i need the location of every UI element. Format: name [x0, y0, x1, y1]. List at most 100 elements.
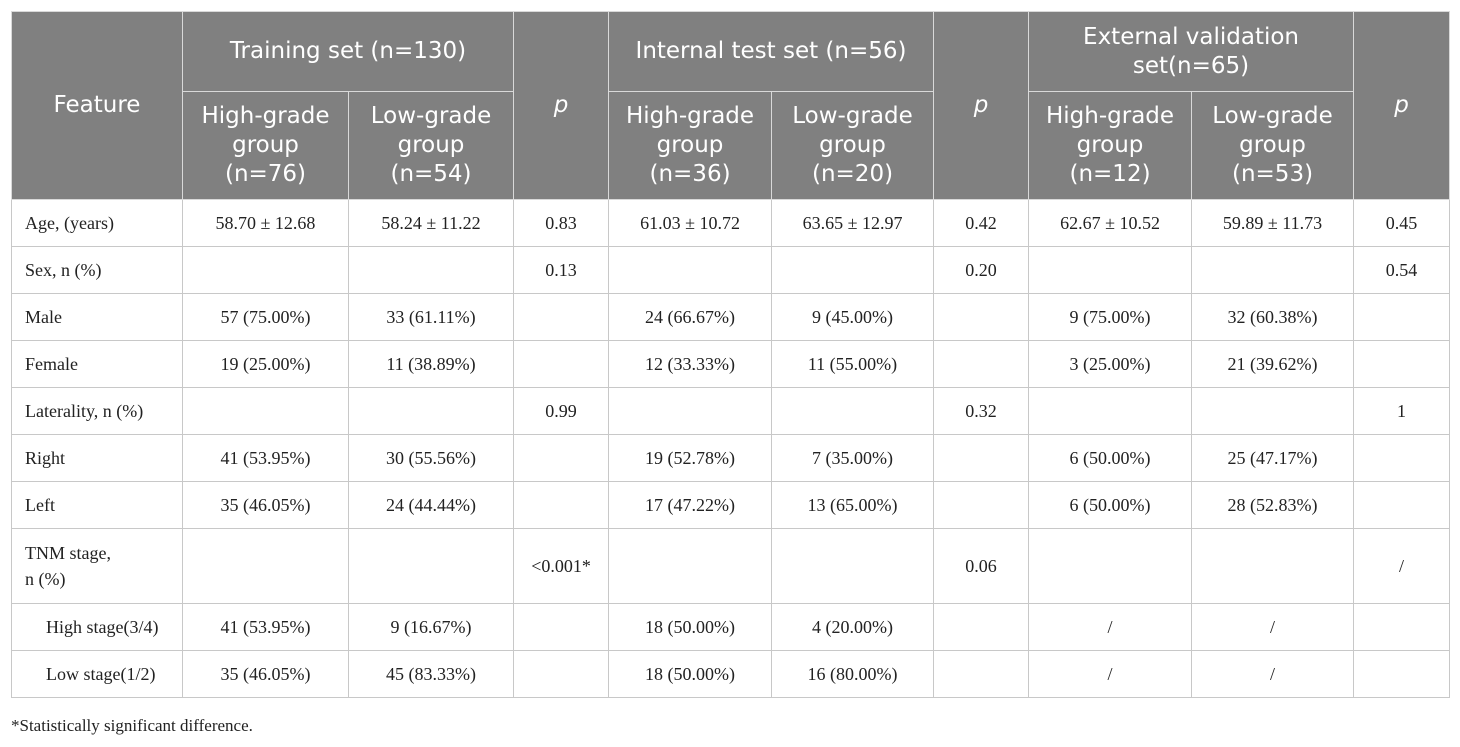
header-low-line: (n=54) — [390, 161, 472, 187]
header-p-external: p — [1353, 11, 1451, 200]
data-cell: 61.03 ± 10.72 — [608, 199, 773, 247]
header-high-line: High-grade — [625, 103, 755, 129]
header-low-line: group — [1239, 132, 1306, 158]
header-high-line: High-grade — [1045, 103, 1175, 129]
feature-cell: High stage(3/4) — [11, 603, 183, 651]
data-cell: 16 (80.00%) — [771, 650, 935, 698]
header-external-low-grade-group: Low-grade group (n=53) — [1191, 91, 1355, 200]
data-cell: 45 (83.33%) — [347, 650, 515, 698]
data-cell: 28 (52.83%) — [1191, 481, 1355, 529]
table-row: Age, (years) 58.70 ± 12.68 58.24 ± 11.22 0.… — [11, 199, 1451, 247]
data-cell: 18 (50.00%) — [608, 650, 773, 698]
data-cell — [513, 603, 610, 651]
data-cell: 24 (44.44%) — [347, 481, 515, 529]
header-external-line-1: External validation — [1083, 23, 1300, 50]
header-high-line: (n=76) — [224, 161, 307, 187]
feature-line: TNM stage, — [25, 543, 111, 563]
data-cell: 25 (47.17%) — [1191, 434, 1355, 482]
header-low-line: (n=20) — [811, 161, 894, 187]
data-cell: / — [1353, 528, 1451, 604]
data-cell — [933, 340, 1030, 388]
header-external-line-2: set(n=65) — [1132, 52, 1250, 79]
data-cell: 0.32 — [933, 387, 1030, 435]
data-cell: 0.45 — [1353, 199, 1451, 247]
data-cell: / — [1028, 603, 1193, 651]
table-row: Right 41 (53.95%) 30 (55.56%) 19 (52.78%) 7 … — [11, 434, 1451, 482]
data-cell: 0.20 — [933, 246, 1030, 294]
header-p-internal: p — [933, 11, 1030, 200]
data-cell: 11 (38.89%) — [347, 340, 515, 388]
data-cell: 7 (35.00%) — [771, 434, 935, 482]
feature-cell: Right — [11, 434, 183, 482]
data-cell: 33 (61.11%) — [347, 293, 515, 341]
data-cell: 3 (25.00%) — [1028, 340, 1193, 388]
header-high-line: group — [1076, 132, 1144, 158]
header-internal-high-grade-group: High-grade group (n=36) — [608, 91, 773, 200]
data-cell — [608, 246, 773, 294]
table-row: High stage(3/4) 41 (53.95%) 9 (16.67%) 18 (… — [11, 603, 1451, 651]
header-training-high-grade-group: High-grade group (n=76) — [182, 91, 349, 200]
data-cell: 0.06 — [933, 528, 1030, 604]
data-cell — [1353, 650, 1451, 698]
data-cell — [513, 340, 610, 388]
data-cell: 57 (75.00%) — [182, 293, 349, 341]
header-training-low-grade-group: Low-grade group (n=54) — [347, 91, 515, 200]
header-high-line: (n=36) — [649, 161, 731, 187]
data-cell: 58.70 ± 12.68 — [182, 199, 349, 247]
header-low-line: Low-grade — [370, 103, 492, 129]
feature-cell: Male — [11, 293, 183, 341]
table-header: Feature Training set (n=130) p Internal … — [11, 11, 1451, 200]
header-low-line: group — [819, 132, 886, 158]
table-body: Age, (years) 58.70 ± 12.68 58.24 ± 11.22 0.… — [11, 199, 1451, 698]
data-cell: 4 (20.00%) — [771, 603, 935, 651]
data-cell: 6 (50.00%) — [1028, 434, 1193, 482]
data-cell — [347, 528, 515, 604]
data-cell — [347, 246, 515, 294]
data-cell — [1353, 603, 1451, 651]
data-cell — [1028, 246, 1193, 294]
table-row: Male 57 (75.00%) 33 (61.11%) 24 (66.67%) 9 (… — [11, 293, 1451, 341]
data-cell: 63.65 ± 12.97 — [771, 199, 935, 247]
subheader-row: High-grade group (n=76) Low-grade group (n=54… — [12, 91, 1450, 200]
header-low-line: group — [397, 132, 465, 158]
data-cell: 0.99 — [513, 387, 610, 435]
data-cell — [608, 387, 773, 435]
feature-cell: TNM stage, n (%) — [11, 528, 183, 604]
feature-cell: Sex, n (%) — [11, 246, 183, 294]
header-low-line: Low-grade — [1212, 103, 1333, 129]
data-cell: 6 (50.00%) — [1028, 481, 1193, 529]
data-cell — [771, 387, 935, 435]
table-row: Left 35 (46.05%) 24 (44.44%) 17 (47.22%) 13 … — [11, 481, 1451, 529]
footnote: *Statistically significant difference. — [11, 716, 253, 735]
data-cell — [771, 528, 935, 604]
data-cell: / — [1191, 650, 1355, 698]
data-cell: 17 (47.22%) — [608, 481, 773, 529]
feature-cell: Left — [11, 481, 183, 529]
feature-cell: Female — [11, 340, 183, 388]
data-cell: 9 (45.00%) — [771, 293, 935, 341]
data-cell — [1353, 481, 1451, 529]
data-cell: 19 (52.78%) — [608, 434, 773, 482]
data-cell — [933, 650, 1030, 698]
data-cell — [347, 387, 515, 435]
data-cell — [513, 434, 610, 482]
table-row: TNM stage, n (%) <0.001* 0.06 / — [11, 528, 1451, 604]
data-cell — [182, 246, 349, 294]
data-cell — [1353, 293, 1451, 341]
data-cell — [771, 246, 935, 294]
data-cell: 0.54 — [1353, 246, 1451, 294]
data-cell — [933, 481, 1030, 529]
data-cell: 59.89 ± 11.73 — [1191, 199, 1355, 247]
data-cell: / — [1191, 603, 1355, 651]
header-high-line: group — [656, 132, 724, 158]
data-cell: 24 (66.67%) — [608, 293, 773, 341]
table-row: Laterality, n (%) 0.99 0.32 1 — [11, 387, 1451, 435]
header-external-validation-set: External validation set(n=65) — [1028, 11, 1355, 92]
header-p-training: p — [513, 11, 610, 200]
table-row: Low stage(1/2) 35 (46.05%) 45 (83.33%) 18 (… — [11, 650, 1451, 698]
header-internal-test-set: Internal test set (n=56) — [608, 11, 935, 92]
data-cell: 30 (55.56%) — [347, 434, 515, 482]
table-row: Sex, n (%) 0.13 0.20 0.54 — [11, 246, 1451, 294]
header-internal-low-grade-group: Low-grade group (n=20) — [771, 91, 935, 200]
data-cell — [1353, 340, 1451, 388]
